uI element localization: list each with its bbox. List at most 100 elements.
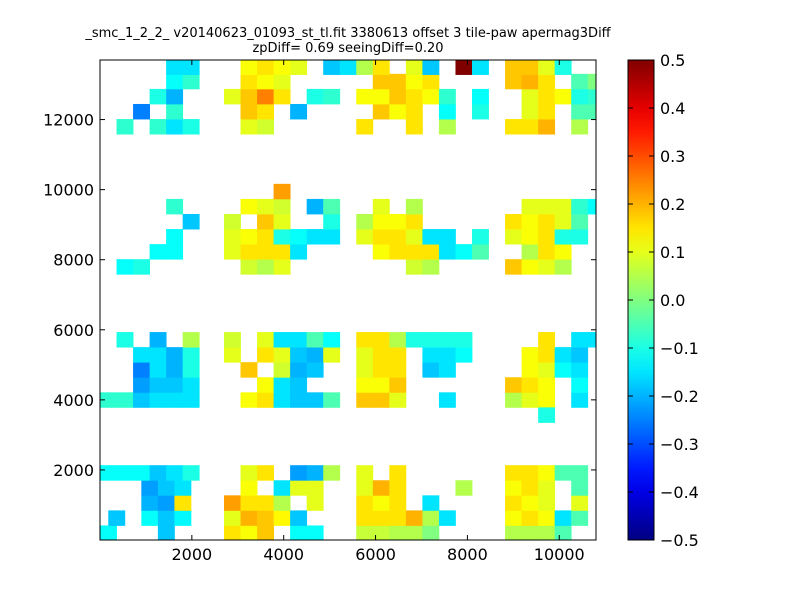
colorbar-tick-label: 0.3 [660,147,685,166]
heatmap-cell [273,183,291,200]
heatmap-cell [306,495,324,511]
heatmap-cell [521,362,539,378]
heatmap-cell [257,60,274,75]
chart-title-line1: _smc_1_2_2_ v20140623_01093_st_tl.fit 33… [84,26,611,41]
heatmap-cell [505,73,522,90]
heatmap-cell [389,377,407,393]
heatmap-cell [389,525,407,541]
heatmap-cell [405,198,423,215]
heatmap-cell [273,244,291,260]
colorbar-tick-label: 0.1 [660,243,685,262]
heatmap-cell [571,465,589,481]
heatmap-cell [116,465,134,481]
heatmap-cell [405,229,423,245]
heatmap-cell [290,377,308,393]
heatmap-cell [538,407,556,423]
heatmap-cell [472,88,489,105]
heatmap-cell [438,347,456,363]
heatmap-cell [240,244,258,260]
heatmap-cell [257,510,274,526]
heatmap-cell [290,465,308,481]
heatmap-cell [438,392,456,408]
heatmap-cell [538,88,556,105]
heatmap-cell [521,510,539,526]
heatmap-cell [166,229,184,245]
heatmap-cell [521,480,539,496]
heatmap-cell [405,88,423,105]
heatmap-cell [182,465,200,481]
heatmap-cell [356,347,374,363]
heatmap-cell [587,88,597,105]
heatmap-cell [422,525,440,541]
heatmap-cell [372,332,390,348]
heatmap-cell [182,73,200,90]
heatmap-cell [538,347,556,363]
heatmap-cell [422,332,440,348]
heatmap-cell [372,88,390,105]
heatmap-cell [356,377,374,393]
heatmap-cell [571,198,589,215]
heatmap-cell [521,103,539,120]
heatmap-cell [240,510,258,526]
heatmap-cell [405,244,423,260]
heatmap-cell [554,213,572,230]
y-tick-label: 4000 [53,391,94,410]
heatmap-cell [157,510,175,526]
heatmap-cell [174,480,192,496]
heatmap-cell [505,60,522,75]
heatmap-cell [389,73,407,90]
heatmap-cells [100,60,597,541]
heatmap-cell [372,362,390,378]
heatmap-cell [290,103,308,120]
heatmap-cell [257,495,274,511]
heatmap-cell [554,229,572,245]
heatmap-cell [438,229,456,245]
heatmap-cell [438,332,456,348]
heatmap-cell [157,495,175,511]
heatmap-cell [290,392,308,408]
heatmap-cell [389,244,407,260]
heatmap-cell [372,392,390,408]
x-tick-label: 10000 [534,545,585,564]
heatmap-cell [166,244,184,260]
heatmap-cell [273,510,291,526]
plot-frame [99,59,597,541]
x-axis-ticks: 2000 4000 6000 8000 10000 [171,60,585,564]
heatmap-cell [224,213,241,230]
heatmap-cell [521,88,539,105]
heatmap-cell [273,73,291,90]
heatmap-cell [422,259,440,275]
heatmap-cell [389,103,407,120]
chart-title-line2: zpDiff= 0.69 seeingDiff=0.20 [252,41,443,56]
heatmap-cell [554,510,572,526]
heatmap-cell [405,103,423,120]
heatmap-cell [240,229,258,245]
heatmap-cell [554,362,572,378]
x-tick-label: 6000 [355,545,396,564]
heatmap-cell [422,73,440,90]
heatmap-cell [290,229,308,245]
heatmap-cell [554,198,572,215]
heatmap-cell [166,88,184,105]
heatmap-cell [257,198,274,215]
heatmap-cell [389,332,407,348]
heatmap-cell [133,377,150,393]
heatmap-cell [372,60,390,75]
heatmap-cell [306,332,324,348]
heatmap-cell [538,362,556,378]
heatmap-cell [240,480,258,496]
heatmap-cell [273,480,291,496]
heatmap-cell [224,525,241,541]
heatmap-cell [521,377,539,393]
heatmap-cell [323,60,341,75]
heatmap-cell [182,213,200,230]
x-tick-label: 8000 [447,545,488,564]
heatmap-cell [141,495,159,511]
heatmap-cell [438,362,456,378]
heatmap-cell [521,198,539,215]
heatmap-cell [521,495,539,511]
heatmap-cell [116,119,134,135]
colorbar-tick-label: 0.5 [660,51,685,70]
heatmap-cell [521,213,539,230]
heatmap-cell [356,229,374,245]
